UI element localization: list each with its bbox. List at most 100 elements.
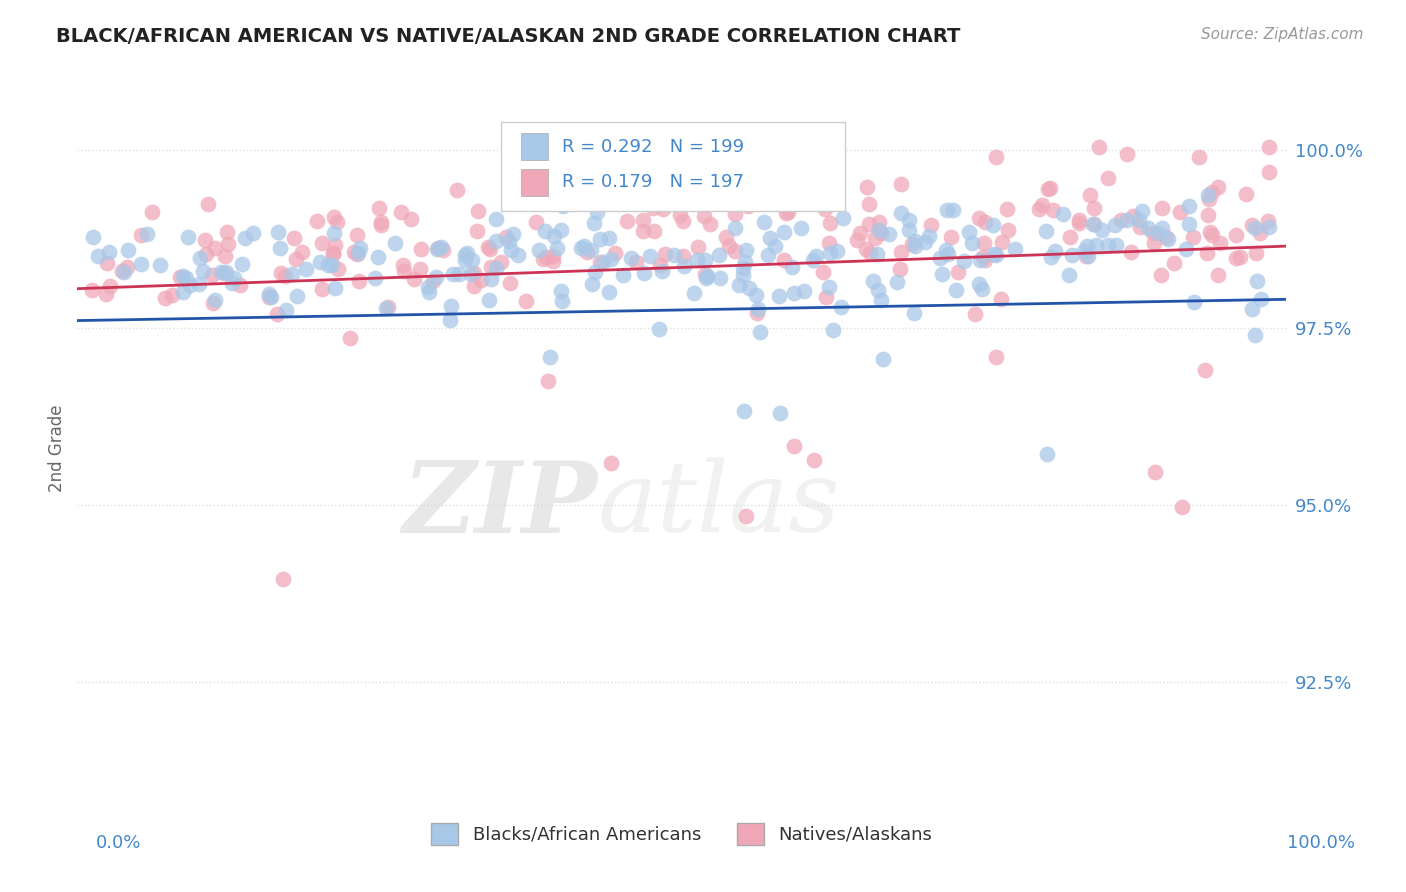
Point: [903, 234, 925, 248]
Point: [179, 277, 201, 292]
Point: [187, 277, 209, 291]
Point: [929, 251, 952, 265]
Point: [735, 243, 758, 257]
Point: [418, 285, 440, 299]
Point: [953, 254, 976, 268]
Point: [863, 231, 886, 245]
Point: [411, 242, 433, 256]
Point: [735, 509, 758, 524]
Point: [727, 278, 749, 293]
Point: [1244, 221, 1267, 235]
Point: [756, 248, 779, 262]
Point: [479, 242, 502, 256]
Point: [1197, 187, 1219, 202]
Point: [1244, 327, 1267, 342]
Point: [257, 290, 280, 304]
Point: [811, 265, 834, 279]
Point: [425, 270, 447, 285]
Point: [569, 241, 592, 255]
Point: [1250, 292, 1272, 306]
Point: [914, 235, 936, 250]
Point: [1052, 207, 1074, 221]
Point: [903, 306, 925, 320]
Point: [904, 239, 927, 253]
Point: [600, 456, 623, 470]
Point: [136, 227, 159, 241]
Point: [997, 223, 1019, 237]
Point: [1083, 217, 1105, 231]
Point: [638, 248, 661, 262]
Point: [215, 225, 238, 239]
Point: [589, 254, 612, 268]
Point: [699, 218, 721, 232]
Point: [693, 253, 716, 268]
Point: [995, 202, 1018, 217]
Point: [551, 199, 574, 213]
Point: [870, 226, 893, 240]
Point: [1081, 218, 1104, 232]
Point: [326, 215, 349, 229]
Point: [242, 226, 264, 240]
Point: [214, 248, 236, 262]
Point: [579, 243, 602, 257]
Point: [149, 258, 172, 272]
Point: [744, 287, 766, 301]
Point: [508, 248, 530, 262]
Point: [1150, 268, 1173, 282]
Point: [456, 246, 478, 260]
Point: [648, 322, 671, 336]
Point: [696, 268, 718, 283]
Point: [862, 274, 884, 288]
Point: [890, 178, 912, 192]
Text: R = 0.292   N = 199: R = 0.292 N = 199: [562, 138, 744, 156]
Y-axis label: 2nd Grade: 2nd Grade: [48, 404, 66, 492]
Point: [990, 292, 1012, 306]
Point: [1150, 201, 1173, 215]
Point: [367, 250, 389, 264]
Point: [1091, 223, 1114, 237]
Point: [984, 350, 1007, 364]
Point: [1257, 214, 1279, 228]
Point: [866, 247, 889, 261]
Point: [1130, 204, 1153, 219]
Point: [1085, 238, 1108, 252]
Point: [221, 276, 243, 290]
Point: [177, 230, 200, 244]
Text: atlas: atlas: [598, 458, 839, 553]
Point: [316, 258, 339, 272]
Point: [872, 352, 894, 367]
Point: [672, 214, 695, 228]
Point: [501, 243, 523, 257]
Point: [129, 257, 152, 271]
Point: [890, 206, 912, 220]
Point: [1035, 224, 1057, 238]
Point: [845, 233, 868, 247]
Point: [973, 235, 995, 250]
Point: [1147, 227, 1170, 241]
Point: [724, 207, 747, 221]
Point: [1122, 210, 1144, 224]
Point: [991, 235, 1014, 249]
Point: [886, 275, 908, 289]
Point: [479, 260, 502, 274]
Point: [598, 230, 620, 244]
Point: [763, 239, 786, 253]
Point: [323, 210, 346, 224]
Point: [260, 290, 283, 304]
Point: [772, 225, 794, 239]
Point: [1225, 251, 1247, 265]
Point: [818, 235, 841, 250]
Text: BLACK/AFRICAN AMERICAN VS NATIVE/ALASKAN 2ND GRADE CORRELATION CHART: BLACK/AFRICAN AMERICAN VS NATIVE/ALASKAN…: [56, 27, 960, 45]
Point: [1182, 295, 1205, 310]
Point: [858, 196, 880, 211]
Point: [1115, 212, 1137, 227]
Point: [308, 254, 330, 268]
Point: [1177, 198, 1199, 212]
Point: [460, 268, 482, 282]
Text: Source: ZipAtlas.com: Source: ZipAtlas.com: [1201, 27, 1364, 42]
Point: [191, 264, 214, 278]
Point: [981, 218, 1004, 232]
Point: [1073, 244, 1095, 258]
Point: [391, 259, 413, 273]
Point: [418, 280, 440, 294]
